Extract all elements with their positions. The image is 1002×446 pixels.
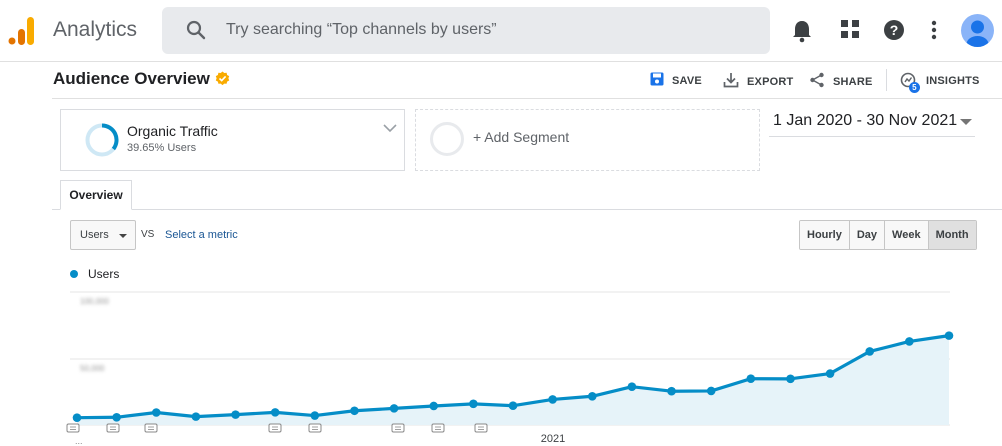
data-point <box>231 410 240 419</box>
legend-label: Users <box>88 267 120 281</box>
more-vert-icon[interactable] <box>930 19 938 43</box>
data-point <box>389 404 399 413</box>
save-button[interactable]: SAVE <box>650 72 702 89</box>
verified-badge-icon <box>215 71 230 91</box>
date-range-caret-icon <box>960 119 972 125</box>
segment-percentage: 39.65% Users <box>127 142 197 154</box>
granularity-day[interactable]: Day <box>849 221 886 249</box>
data-point <box>548 395 557 404</box>
annotation-marker-icon <box>144 423 158 433</box>
annotation-marker-icon <box>474 423 488 433</box>
share-button[interactable]: SHARE <box>809 72 873 91</box>
y-axis-label-mid: 50,000 <box>80 364 105 373</box>
data-point <box>865 347 875 356</box>
annotation-marker-icon <box>66 423 80 433</box>
insights-icon: 5 <box>900 72 920 93</box>
add-segment-ring-icon <box>430 122 464 156</box>
search-placeholder[interactable]: Try searching “Top channels by users” <box>226 21 497 38</box>
export-download-icon <box>723 72 739 91</box>
add-segment-label: + Add Segment <box>473 129 570 145</box>
annotation-marker-icon <box>308 423 322 433</box>
data-point <box>508 401 518 411</box>
data-point <box>667 386 676 396</box>
segment-ring-icon <box>85 123 119 162</box>
data-point <box>270 408 280 417</box>
data-point <box>350 406 359 416</box>
data-point <box>310 411 320 420</box>
y-axis-label-top: 100,000 <box>80 297 109 306</box>
insights-button[interactable]: 5 INSIGHTS <box>900 72 980 93</box>
chart-legend: Users <box>70 267 119 281</box>
insights-label: INSIGHTS <box>926 75 980 87</box>
save-label: SAVE <box>672 74 702 87</box>
header-divider <box>52 98 1002 99</box>
granularity-month[interactable]: Month <box>928 221 976 249</box>
page-title: Audience Overview <box>53 69 210 88</box>
tab-divider <box>52 209 1002 210</box>
insights-count-badge: 5 <box>909 82 920 93</box>
x-tick-label-start: ... <box>75 436 83 446</box>
data-point <box>151 408 161 417</box>
top-app-bar: Analytics Try searching “Top channels by… <box>0 0 1002 62</box>
share-label: SHARE <box>833 75 873 88</box>
account-avatar[interactable] <box>961 14 994 47</box>
users-area-fill <box>77 335 949 425</box>
x-tick-label-2021: 2021 <box>541 433 565 445</box>
analytics-logo-icon[interactable] <box>8 16 36 46</box>
granularity-week[interactable]: Week <box>885 221 929 249</box>
save-icon <box>650 72 664 89</box>
granularity-hourly[interactable]: Hourly <box>800 221 850 249</box>
metric-select-caret-icon <box>119 234 127 238</box>
data-point <box>905 337 914 346</box>
granularity-toggle: Hourly Day Week Month <box>799 220 977 250</box>
data-point <box>786 374 795 384</box>
annotation-marker-icon <box>391 423 405 433</box>
toolbar-divider <box>886 69 887 91</box>
search-bar[interactable]: Try searching “Top channels by users” <box>162 7 770 54</box>
metric-select-value: Users <box>80 229 109 241</box>
segment-chevron-down-icon[interactable] <box>383 120 397 138</box>
data-point <box>72 413 82 422</box>
vs-label: VS <box>141 229 155 240</box>
data-point <box>191 412 201 421</box>
metric-select[interactable]: Users <box>70 220 136 250</box>
main-content: Audience Overview SAVE EXPORT SHARE 5 IN… <box>52 62 1002 446</box>
share-icon <box>809 72 825 91</box>
segment-name: Organic Traffic <box>127 123 218 139</box>
tab-overview[interactable]: Overview <box>60 180 132 210</box>
data-point <box>944 331 954 340</box>
add-segment-button[interactable]: + Add Segment <box>415 109 760 171</box>
data-point <box>429 401 439 411</box>
export-label: EXPORT <box>747 75 794 88</box>
notifications-bell-icon[interactable] <box>791 19 815 43</box>
app-title[interactable]: Analytics <box>53 18 138 41</box>
apps-grid-icon[interactable] <box>840 19 864 43</box>
annotation-marker-icon <box>268 423 282 433</box>
data-point <box>469 399 478 409</box>
svg-text:?: ? <box>890 22 899 38</box>
data-point <box>706 386 716 396</box>
date-range-picker[interactable]: 1 Jan 2020 - 30 Nov 2021 <box>769 109 975 137</box>
data-point <box>825 369 835 378</box>
annotation-marker-icon <box>431 423 445 433</box>
export-button[interactable]: EXPORT <box>723 72 793 91</box>
date-range-text: 1 Jan 2020 - 30 Nov 2021 <box>773 112 958 129</box>
data-point <box>627 382 637 391</box>
segment-card[interactable]: Organic Traffic 39.65% Users <box>60 109 405 171</box>
search-icon <box>186 20 206 45</box>
legend-dot <box>70 270 78 278</box>
data-point <box>746 374 756 384</box>
annotation-marker-icon <box>106 423 120 433</box>
data-point <box>112 412 121 422</box>
data-point <box>587 391 597 401</box>
help-icon[interactable]: ? <box>883 19 907 43</box>
select-metric-link[interactable]: Select a metric <box>165 229 238 241</box>
